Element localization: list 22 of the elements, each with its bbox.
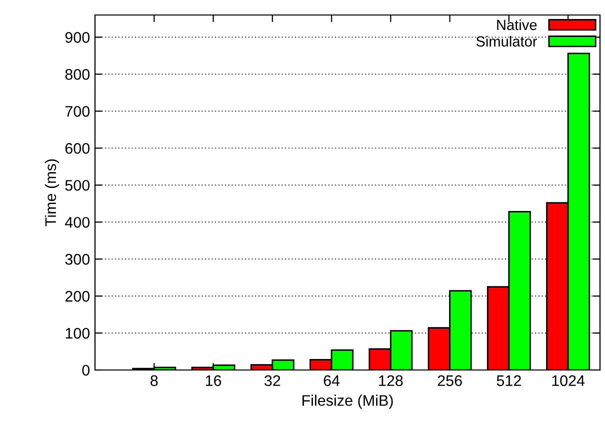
y-tick-label: 300	[65, 254, 90, 265]
y-tick-label: 100	[66, 328, 90, 339]
y-axis-title: Time (ms)	[44, 159, 60, 226]
y-tick-label: 0	[82, 364, 90, 376]
y-tick-label: 400	[65, 216, 90, 228]
x-tick-label: 8	[150, 375, 158, 386]
y-tick-label: 600	[65, 142, 90, 154]
x-tick-label: 64	[324, 375, 340, 386]
x-axis-title: Filesize (MiB)	[302, 394, 393, 409]
legend-label: Native	[497, 19, 537, 30]
y-tick-label: 900	[65, 32, 90, 43]
y-tick-label: 500	[65, 180, 90, 191]
y-tick-label: 700	[65, 106, 90, 117]
x-tick-label: 128	[379, 375, 403, 386]
legend-label: Simulator	[476, 36, 538, 47]
y-tick-label: 800	[65, 69, 90, 80]
y-tick-label: 200	[65, 290, 90, 302]
x-tick-label: 512	[496, 375, 521, 386]
x-tick-label: 256	[438, 375, 462, 386]
x-tick-label: 32	[264, 375, 280, 386]
x-tick-label: 1024	[552, 375, 585, 386]
x-tick-label: 16	[206, 375, 222, 386]
